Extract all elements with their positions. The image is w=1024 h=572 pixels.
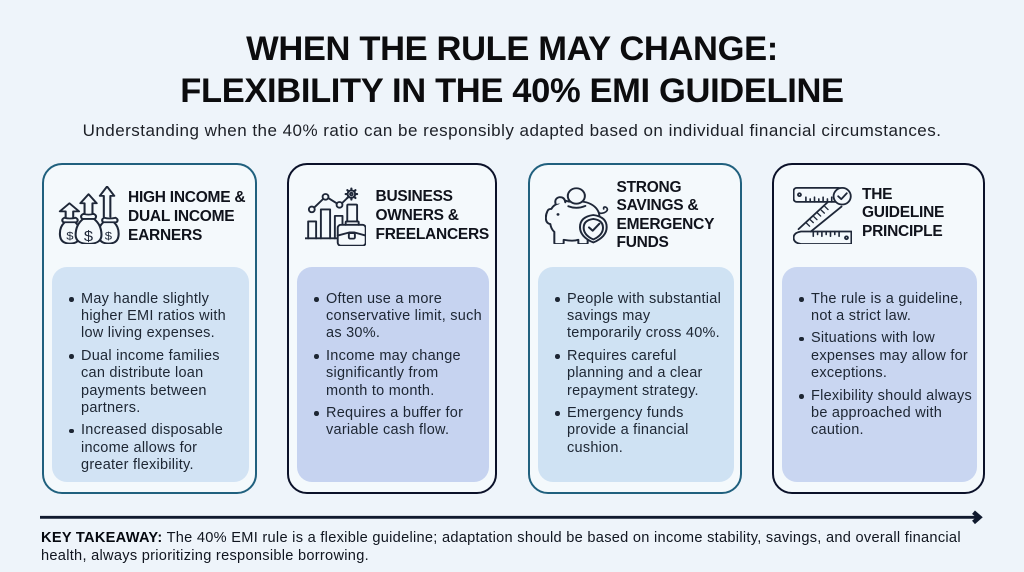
svg-text:$: $ xyxy=(66,229,73,242)
svg-text:$: $ xyxy=(84,229,94,244)
svg-text:$: $ xyxy=(105,229,112,242)
